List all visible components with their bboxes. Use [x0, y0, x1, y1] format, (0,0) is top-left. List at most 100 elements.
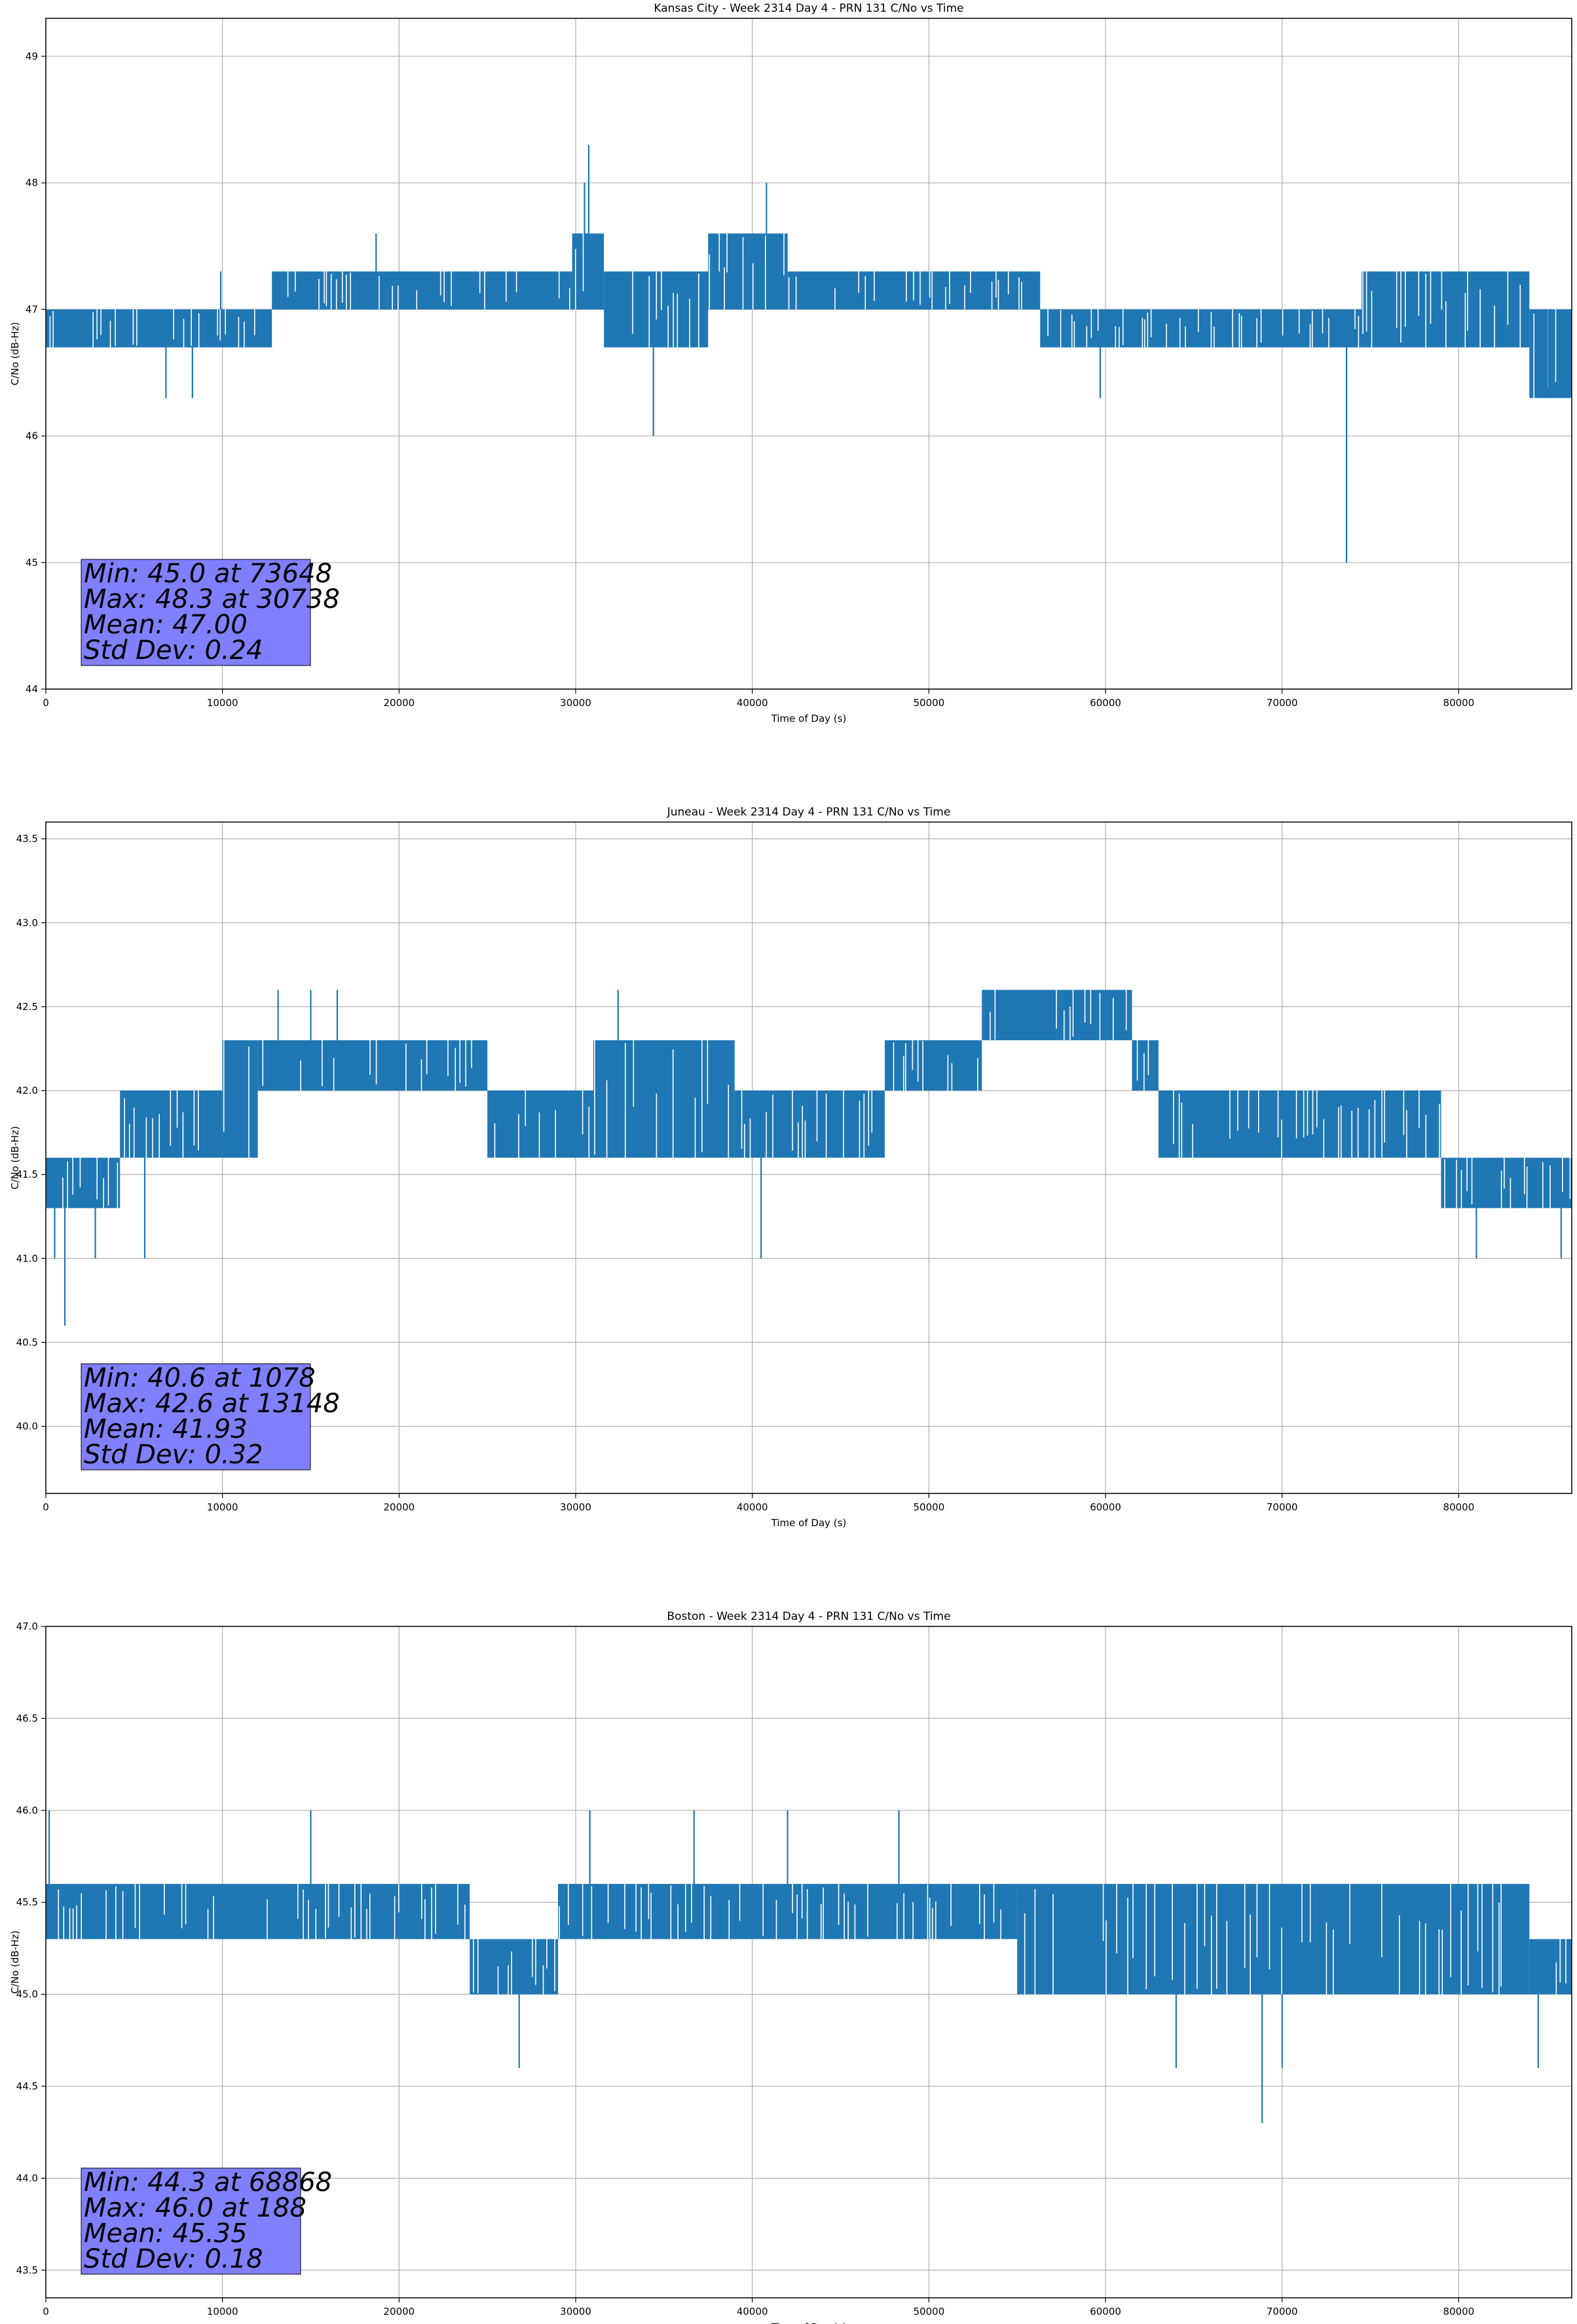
- x-tick-label: 40000: [737, 2306, 768, 2317]
- stats-box: [81, 2167, 301, 2275]
- stats-line: Mean: 41.93: [84, 1414, 248, 1444]
- stats-line: Min: 40.6 at 1078: [84, 1363, 316, 1393]
- series-band: [487, 1091, 593, 1158]
- x-tick-label: 20000: [383, 1501, 415, 1513]
- plot-frame: [45, 18, 1572, 690]
- plot-frame: [45, 1626, 1572, 2298]
- y-tick-label: 47.0: [16, 1621, 38, 1632]
- series-gap: [1555, 1939, 1567, 1995]
- chart-title: Juneau - Week 2314 Day 4 - PRN 131 C/No …: [667, 806, 951, 819]
- y-tick-label: 45: [26, 557, 38, 569]
- y-tick-label: 47: [26, 303, 38, 315]
- series-gap: [893, 1040, 978, 1091]
- stats-line: Max: 42.6 at 13148: [84, 1389, 340, 1419]
- y-tick-label: 46.5: [16, 1712, 38, 1724]
- x-tick-label: 30000: [560, 1501, 591, 1513]
- stats-line: Mean: 45.35: [84, 2219, 248, 2249]
- series-gap: [262, 1040, 472, 1091]
- chart-title: Boston - Week 2314 Day 4 - PRN 131 C/No …: [667, 1610, 950, 1623]
- y-tick-label: 40.5: [16, 1336, 38, 1348]
- series-gap: [1024, 1884, 1502, 1995]
- x-tick-label: 40000: [737, 697, 768, 709]
- y-tick-label: 46: [26, 430, 38, 442]
- x-tick-label: 50000: [914, 1501, 945, 1513]
- series-gap: [990, 990, 1127, 1041]
- series-gap: [709, 233, 785, 310]
- series-gap: [632, 271, 699, 348]
- series-band: [734, 1091, 885, 1158]
- x-tick-label: 0: [43, 697, 49, 709]
- series-band: [1529, 309, 1572, 398]
- x-axis-label: Time of Day (s): [771, 713, 847, 724]
- y-tick-label: 44.5: [16, 2080, 38, 2092]
- y-tick-label: 42.0: [16, 1085, 38, 1096]
- series-gap: [1444, 1157, 1571, 1209]
- series-gap: [741, 1091, 873, 1158]
- x-tick-label: 70000: [1267, 697, 1298, 709]
- series-gap: [559, 1884, 1001, 1940]
- x-tick-label: 60000: [1090, 1501, 1121, 1513]
- series-band: [1529, 1939, 1572, 1995]
- y-tick-label: 42.5: [16, 1001, 38, 1013]
- series-gap: [1362, 271, 1521, 348]
- series-band: [884, 1040, 982, 1091]
- x-tick-label: 60000: [1090, 697, 1121, 709]
- y-tick-label: 43.5: [16, 833, 38, 845]
- y-tick-label: 45.5: [16, 1896, 38, 1908]
- x-tick-label: 70000: [1267, 1501, 1298, 1513]
- series-band: [708, 233, 788, 310]
- series-band: [257, 1040, 488, 1091]
- series-gap: [788, 271, 1022, 310]
- chart-panel-2: 0 10000 20000 30000 40000 50000 60000 70000 8000…: [9, 1610, 1572, 2324]
- series-band: [46, 309, 272, 348]
- y-tick-label: 49: [26, 50, 38, 62]
- y-tick-label: 48: [26, 177, 38, 189]
- stats-box: [81, 1363, 311, 1471]
- x-tick-label: 30000: [560, 2306, 591, 2317]
- series-gap: [62, 1157, 119, 1209]
- y-tick-label: 44.0: [16, 2172, 38, 2184]
- y-tick-label: 43.0: [16, 917, 38, 929]
- x-tick-label: 80000: [1443, 2306, 1475, 2317]
- series-gap: [287, 271, 570, 310]
- stats-box: [81, 559, 311, 666]
- series-band: [222, 1040, 258, 1158]
- x-tick-label: 50000: [914, 697, 945, 709]
- x-tick-label: 30000: [560, 697, 591, 709]
- stats-line: Std Dev: 0.24: [84, 635, 263, 665]
- x-tick-label: 10000: [207, 697, 238, 709]
- series-band: [120, 1091, 223, 1158]
- x-tick-label: 20000: [383, 697, 415, 709]
- stats-line: Max: 48.3 at 30738: [84, 584, 340, 614]
- series-gap: [1136, 1040, 1149, 1091]
- chart-title: Kansas City - Week 2314 Day 4 - PRN 131 …: [654, 2, 963, 15]
- x-tick-label: 0: [43, 1501, 49, 1513]
- series-band: [558, 1884, 1018, 1940]
- series-band: [1017, 1884, 1530, 1995]
- x-tick-label: 60000: [1090, 2306, 1121, 2317]
- x-tick-label: 70000: [1267, 2306, 1298, 2317]
- stats-line: Mean: 47.00: [84, 610, 248, 640]
- y-axis-label: C/No (dB-Hz): [9, 1126, 21, 1190]
- x-tick-label: 10000: [207, 1501, 238, 1513]
- chart-panel-0: 0 10000 20000 30000 40000 50000 60000 70000 8000…: [9, 2, 1572, 724]
- y-tick-label: 45.0: [16, 1989, 38, 2000]
- series-band: [470, 1939, 559, 1995]
- series-gap: [124, 1091, 199, 1158]
- series-band: [46, 1884, 470, 1940]
- x-tick-label: 20000: [383, 2306, 415, 2317]
- series-gap: [473, 1939, 555, 1995]
- y-tick-label: 41.5: [16, 1169, 38, 1180]
- x-tick-label: 40000: [737, 1501, 768, 1513]
- x-axis-label: Time of Day (s): [771, 2321, 847, 2324]
- series-band: [1158, 1091, 1441, 1158]
- x-tick-label: 10000: [207, 2306, 238, 2317]
- series-gap: [575, 233, 584, 310]
- series-band: [272, 271, 572, 310]
- stats-line: Max: 46.0 at 188: [84, 2193, 306, 2223]
- x-tick-label: 50000: [914, 2306, 945, 2317]
- series-band: [1441, 1157, 1572, 1209]
- stats-line: Std Dev: 0.32: [84, 1440, 263, 1470]
- stats-line: Min: 44.3 at 68868: [84, 2167, 332, 2198]
